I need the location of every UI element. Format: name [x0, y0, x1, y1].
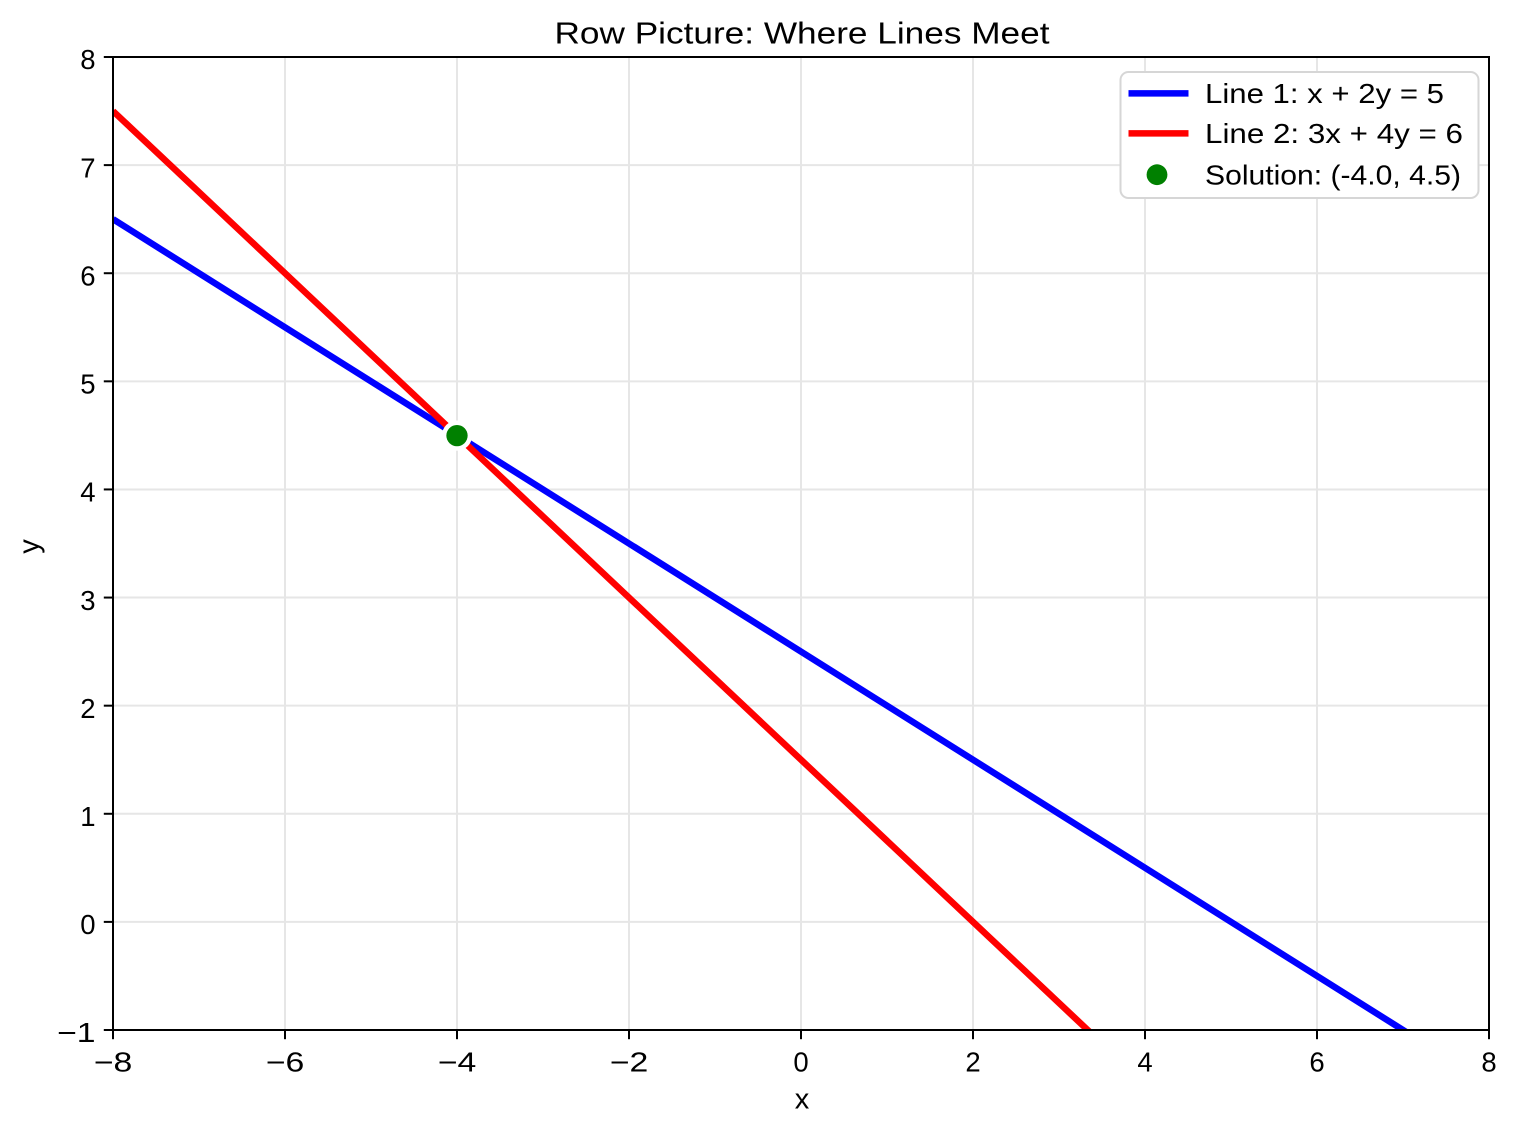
- svg-text:4: 4: [80, 477, 95, 508]
- svg-text:6: 6: [80, 260, 95, 291]
- svg-text:7: 7: [80, 152, 95, 183]
- svg-text:8: 8: [1481, 1047, 1496, 1078]
- svg-text:x: x: [795, 1084, 810, 1116]
- svg-text:y: y: [14, 539, 46, 554]
- svg-text:Line 2: 3x + 4y = 6: Line 2: 3x + 4y = 6: [1205, 118, 1463, 149]
- svg-text:0: 0: [80, 909, 95, 940]
- svg-text:Row Picture: Where Lines Meet: Row Picture: Where Lines Meet: [555, 16, 1050, 51]
- svg-text:8: 8: [80, 44, 95, 75]
- svg-text:−8: −8: [94, 1047, 133, 1078]
- svg-text:2: 2: [965, 1047, 980, 1078]
- svg-text:1: 1: [80, 801, 95, 832]
- svg-text:3: 3: [80, 585, 95, 616]
- svg-text:0: 0: [793, 1047, 808, 1078]
- svg-text:−2: −2: [610, 1047, 649, 1078]
- svg-text:Line 1: x + 2y = 5: Line 1: x + 2y = 5: [1205, 78, 1444, 109]
- svg-text:Solution: (-4.0, 4.5): Solution: (-4.0, 4.5): [1205, 160, 1461, 191]
- svg-text:−4: −4: [438, 1047, 477, 1078]
- svg-text:4: 4: [1137, 1047, 1152, 1078]
- svg-text:−6: −6: [266, 1047, 305, 1078]
- svg-text:5: 5: [80, 369, 95, 400]
- svg-text:−1: −1: [57, 1017, 96, 1048]
- svg-text:2: 2: [80, 693, 95, 724]
- svg-text:6: 6: [1309, 1047, 1324, 1078]
